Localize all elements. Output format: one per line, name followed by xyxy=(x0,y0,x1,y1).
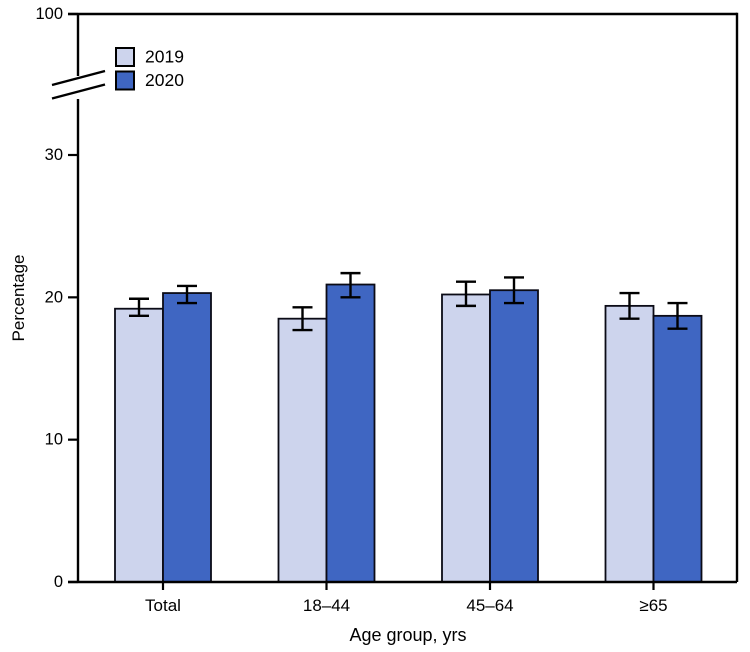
y-tick-label: 30 xyxy=(45,146,63,164)
bar-2020-group3 xyxy=(652,314,703,583)
bar-2019-group3 xyxy=(604,304,655,583)
y-tick-label: 10 xyxy=(45,431,63,449)
legend: 2019 2020 xyxy=(115,47,184,91)
x-tick-label: 45–64 xyxy=(466,596,513,615)
y-tick-label: 100 xyxy=(35,5,63,23)
legend-swatch-2020 xyxy=(115,70,135,91)
error-bar-2020-group1 xyxy=(340,271,361,299)
axis-break-slash-lower xyxy=(51,83,106,100)
legend-swatch-2019 xyxy=(115,47,135,67)
y-tick-label: 0 xyxy=(54,573,63,591)
error-bar-2020-total xyxy=(177,284,197,305)
error-bar-2019-group2 xyxy=(456,280,476,308)
x-tick-label: ≥65 xyxy=(639,596,667,615)
bar-2019-group2 xyxy=(441,293,491,583)
bar-2020-group2 xyxy=(489,289,539,583)
bar-2019-total xyxy=(114,307,164,583)
bars-layer xyxy=(114,283,703,583)
y-axis-title: Percentage xyxy=(9,255,28,342)
error-bar-2020-group2 xyxy=(504,276,524,305)
bar-2020-total xyxy=(162,292,212,583)
error-bar-2019-total xyxy=(129,297,149,318)
bar-2020-group1 xyxy=(325,283,376,583)
axes-layer xyxy=(51,12,739,584)
error-bars-layer xyxy=(129,271,688,332)
error-bar-2020-group3 xyxy=(667,301,688,330)
x-axis-title: Age group, yrs xyxy=(349,625,466,645)
error-bar-2019-group1 xyxy=(292,306,313,332)
legend-label-2019: 2019 xyxy=(145,47,184,67)
x-tick-label: 18–44 xyxy=(303,596,350,615)
error-bar-2019-group3 xyxy=(619,291,640,320)
bar-2019-group1 xyxy=(277,317,328,583)
y-tick-label: 20 xyxy=(45,288,63,306)
axis-break-slash-upper xyxy=(51,69,106,87)
legend-label-2020: 2020 xyxy=(145,70,184,90)
ticks-layer: 0 10 20 30 100 Total 18–44 45–64 ≥65 xyxy=(35,5,667,615)
x-tick-label: Total xyxy=(145,596,181,615)
